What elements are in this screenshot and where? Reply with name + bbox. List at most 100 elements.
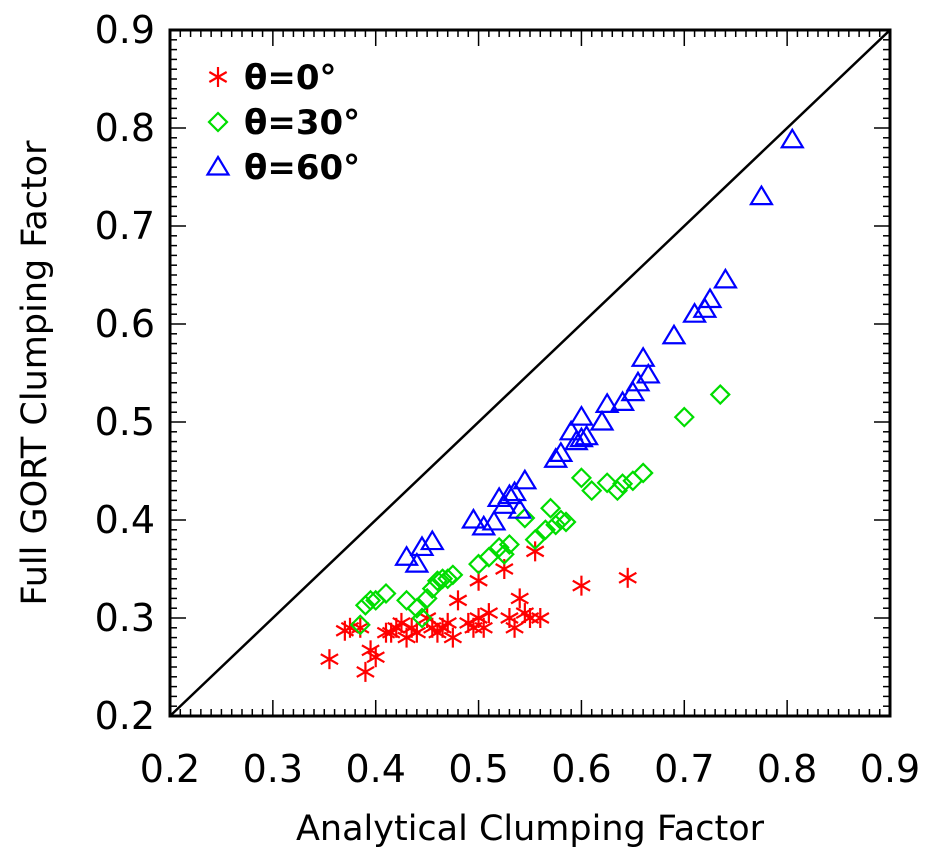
data-point-series-2 <box>512 468 538 490</box>
y-tick-label: 0.2 <box>95 694 155 738</box>
data-point-series-2 <box>748 184 774 206</box>
legend-marker-theta-30 <box>207 111 229 133</box>
x-tick-label: 0.4 <box>345 747 405 791</box>
data-point-series-2 <box>481 509 507 531</box>
data-point-series-1 <box>570 467 592 489</box>
data-point-series-1 <box>673 406 695 428</box>
x-tick-label: 0.6 <box>551 747 611 791</box>
data-point-series-2 <box>594 392 620 413</box>
y-tick-label: 0.6 <box>95 302 155 346</box>
data-point-series-1 <box>550 509 572 531</box>
x-tick-labels: 0.2 0.3 0.4 0.5 0.6 0.7 0.8 0.9 <box>140 747 920 791</box>
data-point-series-1 <box>375 582 397 605</box>
data-point-series-1 <box>426 570 448 592</box>
data-points <box>320 127 805 682</box>
legend-label-theta-60: θ=60° <box>244 148 360 188</box>
data-point-series-1 <box>632 462 654 484</box>
data-point-series-0 <box>438 612 457 633</box>
y-tick-label: 0.3 <box>95 596 155 640</box>
legend-label-theta-0: θ=0° <box>244 58 337 98</box>
data-point-series-1 <box>396 589 418 611</box>
data-point-series-0 <box>366 647 385 668</box>
y-tick-label: 0.9 <box>95 8 155 52</box>
data-point-series-2 <box>712 267 738 289</box>
legend-symbol-2 <box>205 154 231 176</box>
data-point-series-2 <box>589 409 615 431</box>
y-tick-label: 0.8 <box>95 106 155 150</box>
data-point-series-0 <box>618 567 637 588</box>
data-point-series-1 <box>622 470 644 492</box>
data-point-series-2 <box>496 483 522 505</box>
data-point-series-0 <box>448 590 468 611</box>
data-point-series-1 <box>468 553 490 575</box>
legend-label-theta-30: θ=30° <box>244 103 360 143</box>
data-point-series-2 <box>543 447 569 468</box>
data-point-series-2 <box>697 287 723 309</box>
legend: θ=0° θ=30° θ=60° <box>205 58 360 188</box>
data-point-series-1 <box>354 594 376 616</box>
data-point-series-1 <box>596 472 618 494</box>
y-tick-label: 0.5 <box>95 400 155 444</box>
data-point-series-1 <box>709 384 731 406</box>
data-point-series-0 <box>320 649 339 670</box>
y-tick-label: 0.4 <box>95 498 155 542</box>
data-point-series-2 <box>568 426 594 448</box>
data-point-series-1 <box>411 607 433 629</box>
data-point-series-1 <box>406 597 428 619</box>
data-point-series-1 <box>545 514 567 536</box>
legend-symbol-0 <box>208 67 228 87</box>
data-point-series-1 <box>349 614 371 636</box>
data-point-series-1 <box>442 564 464 586</box>
data-point-series-2 <box>507 498 533 519</box>
data-point-series-2 <box>419 529 445 551</box>
data-point-series-0 <box>479 603 499 624</box>
data-point-series-1 <box>488 536 510 558</box>
data-point-series-2 <box>574 424 600 446</box>
y-tick-labels: 0.2 0.3 0.4 0.5 0.6 0.7 0.8 0.9 <box>95 8 155 738</box>
data-point-series-0 <box>510 588 529 609</box>
data-point-series-2 <box>661 323 687 345</box>
x-tick-label: 0.3 <box>243 747 303 791</box>
data-point-series-0 <box>572 575 591 596</box>
legend-marker-theta-60 <box>205 154 231 176</box>
y-tick-label: 0.7 <box>95 204 155 248</box>
legend-symbol-1 <box>207 111 229 133</box>
data-point-series-1 <box>421 578 443 600</box>
x-axis-title: Analytical Clumping Factor <box>296 809 765 849</box>
data-point-series-1 <box>581 480 603 502</box>
data-point-series-2 <box>779 127 805 149</box>
data-point-series-1 <box>534 519 556 541</box>
data-point-series-0 <box>531 608 550 628</box>
data-point-series-1 <box>437 568 459 590</box>
data-point-series-2 <box>682 302 708 323</box>
plot-frame <box>168 28 892 718</box>
data-point-series-2 <box>404 551 430 573</box>
data-point-series-0 <box>356 661 375 682</box>
data-point-series-0 <box>525 541 545 562</box>
data-point-series-1 <box>524 529 546 551</box>
data-point-series-2 <box>471 514 497 536</box>
legend-marker-theta-0 <box>208 67 228 87</box>
x-tick-label: 0.7 <box>654 747 714 791</box>
data-point-series-2 <box>460 507 486 529</box>
data-point-series-0 <box>407 622 427 643</box>
data-point-series-1 <box>432 568 454 590</box>
data-point-series-2 <box>548 441 574 462</box>
data-point-series-2 <box>568 404 594 426</box>
data-point-series-2 <box>563 429 589 451</box>
data-point-series-1 <box>498 533 520 556</box>
y-axis-title: Full GORT Clumping Factor <box>15 140 55 606</box>
data-point-series-2 <box>502 480 528 502</box>
data-point-series-1 <box>612 473 634 495</box>
data-point-series-1 <box>540 497 562 519</box>
reference-line-one-to-one <box>169 29 891 717</box>
x-tick-label: 0.5 <box>448 747 508 791</box>
data-point-series-1 <box>606 480 628 502</box>
data-point-series-0 <box>443 627 463 648</box>
data-point-series-0 <box>505 617 524 638</box>
data-point-series-2 <box>630 346 656 367</box>
data-point-series-2 <box>409 535 435 557</box>
x-tick-label: 0.8 <box>757 747 817 791</box>
data-point-series-2 <box>635 362 661 384</box>
